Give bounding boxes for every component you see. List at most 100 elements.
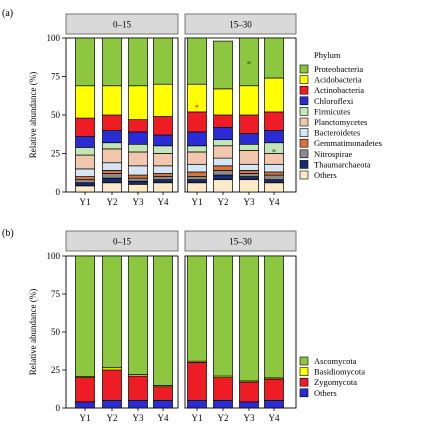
bar-segment xyxy=(102,369,122,401)
legend-label: Others xyxy=(314,388,337,398)
bar-segment xyxy=(128,180,148,185)
bar-segment xyxy=(128,165,148,176)
y-axis-label: Relative abundance (%) xyxy=(28,72,38,158)
significance-star: * xyxy=(195,378,200,388)
legend-label: Bacteroidetes xyxy=(314,128,360,138)
bar-segment xyxy=(187,131,207,147)
bar-segment xyxy=(75,185,95,193)
facet-strip-label: 0–15 xyxy=(113,20,132,30)
bar-segment xyxy=(102,162,122,171)
bar-segment xyxy=(239,173,259,177)
legend-label: Ascomycota xyxy=(314,356,357,366)
legend-title: Phylum xyxy=(314,50,341,60)
y-tick-label: 0 xyxy=(56,187,61,197)
legend-label: Planctomycetes xyxy=(314,117,367,127)
facet-strip-label: 15–30 xyxy=(229,20,252,30)
bar-segment xyxy=(102,173,122,179)
bar-segment xyxy=(128,177,148,182)
bar-segment xyxy=(75,401,95,409)
bar-segment xyxy=(213,139,233,147)
bar-segment xyxy=(75,117,95,137)
bar-segment xyxy=(264,163,284,173)
bar-segment xyxy=(102,400,122,409)
bar-segment xyxy=(264,174,284,181)
bar-segment xyxy=(153,145,173,154)
facet-strip xyxy=(184,13,297,35)
bar-segment xyxy=(213,400,233,409)
legend-label: Others xyxy=(314,170,337,180)
bar-segment xyxy=(213,88,233,116)
bar-segment xyxy=(153,173,173,177)
y-tick-label: 0 xyxy=(56,403,61,413)
bar-segment xyxy=(239,255,259,382)
bar-segment xyxy=(153,386,173,401)
bar-segment xyxy=(75,154,95,170)
bar-segment xyxy=(187,400,207,409)
y-tick-label: 50 xyxy=(51,110,61,120)
significance-star: * xyxy=(195,103,200,113)
bar-segment xyxy=(187,37,207,85)
bar-segment xyxy=(239,163,259,171)
bar-segment xyxy=(153,165,173,174)
bar-segment xyxy=(264,378,284,401)
bar-segment xyxy=(102,177,122,184)
facet-strip xyxy=(65,13,179,35)
bar-segment xyxy=(102,182,122,193)
bar-segment xyxy=(187,163,207,173)
legend-swatch xyxy=(299,138,309,148)
bar-segment xyxy=(102,37,122,87)
bar-segment xyxy=(102,148,122,164)
legend-swatch xyxy=(299,64,309,74)
legend-swatch xyxy=(299,170,309,180)
x-tick-label: Y4 xyxy=(269,413,280,423)
panel-label: (a) xyxy=(2,8,13,19)
legend-label: Proteobacteria xyxy=(314,64,363,74)
bar-segment xyxy=(239,381,259,403)
bar-segment xyxy=(213,179,233,193)
legend-label: Actinobacteria xyxy=(314,85,364,95)
bar-segment xyxy=(213,40,233,90)
bar-segment xyxy=(239,179,259,193)
y-tick-label: 100 xyxy=(47,251,61,261)
bar-segment xyxy=(153,116,173,136)
bar-segment xyxy=(213,255,233,377)
bar-segment xyxy=(128,37,148,87)
bar-segment xyxy=(187,255,207,362)
bar-segment xyxy=(128,183,148,193)
bar-segment xyxy=(239,176,259,181)
legend-label: Gemmatimonadetes xyxy=(314,138,382,148)
x-tick-label: Y3 xyxy=(133,413,144,423)
facet-strip-label: 0–15 xyxy=(113,237,132,247)
bar-segment xyxy=(239,150,259,165)
legend-swatch xyxy=(299,128,309,137)
bar-segment xyxy=(264,77,284,113)
bar-segment xyxy=(128,375,148,401)
bar-segment xyxy=(239,133,259,145)
bar-segment xyxy=(75,377,95,403)
legend-swatch xyxy=(299,356,309,366)
bar-segment xyxy=(75,182,95,187)
bar-segment xyxy=(75,179,95,184)
legend-swatch xyxy=(299,377,309,387)
legend-swatch xyxy=(299,107,309,116)
x-tick-label: Y2 xyxy=(218,413,229,423)
bar-segment xyxy=(128,400,148,409)
legend-swatch xyxy=(299,75,309,84)
bar-segment xyxy=(187,176,207,181)
legend-label: Basidiomycota xyxy=(314,367,365,377)
bar-segment xyxy=(153,176,173,181)
x-tick-label: Y3 xyxy=(244,197,255,207)
bar-segment xyxy=(75,255,95,378)
bar-segment xyxy=(128,151,148,167)
bar-segment xyxy=(153,182,173,193)
y-axis-label: Relative abundance (%) xyxy=(28,289,38,375)
bar-segment xyxy=(102,142,122,150)
legend-label: Zygomycota xyxy=(314,377,357,387)
bar-segment xyxy=(153,37,173,85)
x-tick-label: Y1 xyxy=(80,413,91,423)
bar-segment xyxy=(239,170,259,174)
bar-segment xyxy=(128,119,148,133)
x-tick-label: Y2 xyxy=(107,413,118,423)
bar-segment xyxy=(264,400,284,409)
bar-segment xyxy=(102,255,122,369)
